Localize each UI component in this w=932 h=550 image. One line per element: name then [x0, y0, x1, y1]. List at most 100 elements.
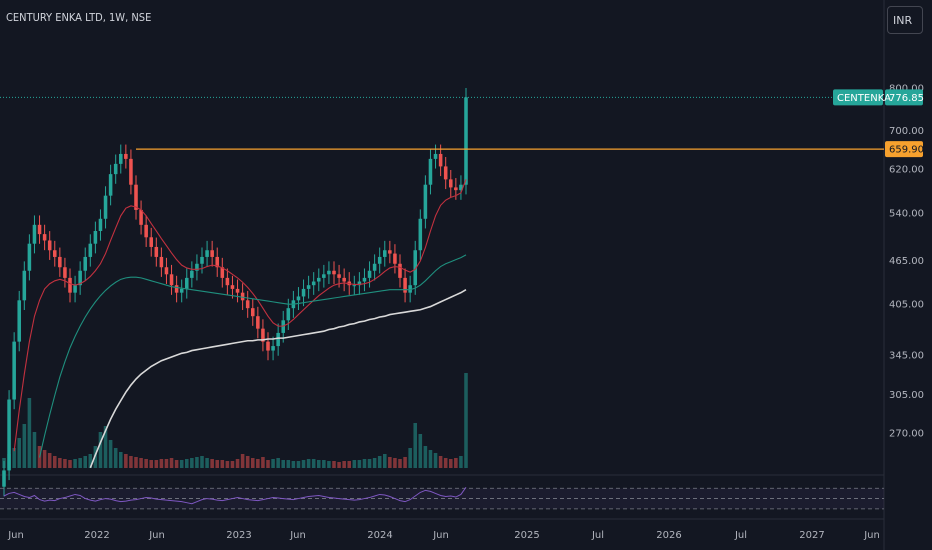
price-tick-label: 800.00: [889, 84, 924, 95]
time-tick-label: Jun: [148, 530, 165, 541]
candle-body: [418, 218, 423, 251]
volume-bar: [388, 457, 392, 468]
resistance-badge[interactable]: 659.90: [885, 141, 924, 158]
volume-bar: [357, 460, 362, 468]
candle-body: [12, 341, 16, 400]
time-axis[interactable]: Jun 2022 Jun 2023 Jun 2024 Jun 2025 Jul 2026 Jul 20…: [7, 530, 880, 541]
volume-bar: [245, 456, 250, 468]
candle-body: [454, 187, 458, 191]
candle-body: [78, 270, 82, 286]
volume-bar: [347, 461, 352, 468]
rsi-line: [3, 486, 467, 505]
candle-body: [159, 256, 164, 268]
symbol-tag-text: CENTENKA: [837, 93, 891, 104]
last-price-badge[interactable]: 776.85: [885, 89, 924, 106]
candle-body: [108, 174, 113, 196]
volume-bar: [377, 456, 382, 468]
volume-bar: [210, 459, 214, 468]
volume-bar: [291, 461, 296, 468]
candle-body: [200, 256, 204, 264]
volume-bar: [124, 454, 128, 468]
candle-body: [63, 267, 67, 278]
candle-body: [118, 153, 123, 164]
candle-body: [205, 250, 209, 257]
currency-button[interactable]: INR: [887, 6, 923, 34]
volume-bar: [190, 458, 194, 468]
volume-bar: [337, 462, 341, 468]
price-axis[interactable]: 800.00 700.00 620.00 540.00 465.00 405.00 345.…: [833, 84, 924, 440]
volume-bar: [32, 432, 37, 468]
price-tick-label: 465.00: [889, 256, 924, 267]
candle-body: [372, 263, 377, 271]
chart-title: CENTURY ENKA LTD, 1W, NSE: [6, 11, 152, 24]
candle-body: [377, 256, 382, 264]
candle-body: [47, 240, 52, 251]
volume-bar: [372, 458, 377, 468]
candle-body: [443, 166, 448, 180]
candlesticks: [2, 87, 468, 497]
volume-bar: [174, 460, 179, 468]
time-tick-label: 2022: [84, 530, 109, 541]
candle-body: [129, 158, 133, 185]
last-price-badge-text: 776.85: [889, 93, 924, 104]
price-tick-label: 700.00: [889, 126, 924, 137]
candle-body: [266, 341, 270, 351]
symbol-tag-bg: [833, 89, 883, 106]
candle-body: [220, 267, 225, 278]
volume-bar: [433, 453, 438, 468]
volume-bar: [286, 460, 291, 468]
candle-body: [210, 250, 214, 257]
volume-bar: [316, 460, 321, 468]
volume-bar: [296, 461, 301, 468]
moving-average-line: [39, 254, 467, 458]
time-tick-label: Jun: [289, 530, 306, 541]
volume-bars: [2, 373, 468, 468]
candle-body: [169, 274, 174, 286]
volume-bar: [68, 460, 72, 468]
candle-body: [367, 270, 372, 278]
volume-bar: [322, 460, 326, 468]
volume-bar: [413, 423, 418, 468]
volume-bar: [306, 459, 311, 468]
candle-body: [124, 153, 128, 159]
candle-body: [459, 184, 463, 191]
volume-bar: [195, 457, 199, 468]
time-tick-label: Jun: [432, 530, 449, 541]
price-tick-label: 540.00: [889, 208, 924, 219]
volume-bar: [184, 459, 189, 468]
symbol-tag[interactable]: CENTENKA: [833, 89, 891, 106]
volume-bar: [271, 459, 275, 468]
candle-body: [250, 308, 255, 317]
candle-body: [423, 184, 428, 219]
candle-body: [27, 243, 32, 271]
candle-body: [413, 250, 418, 286]
price-tick-label: 405.00: [889, 300, 924, 311]
volume-bar: [113, 448, 118, 468]
candle-body: [225, 277, 230, 286]
volume-bar: [230, 461, 235, 468]
time-tick-label: 2026: [656, 530, 681, 541]
candle-body: [403, 277, 407, 293]
volume-bar: [276, 458, 280, 468]
candle-body: [448, 179, 453, 188]
volume-bar: [459, 456, 463, 468]
volume-bar: [58, 458, 62, 468]
candle-body: [362, 277, 367, 282]
volume-bar: [438, 456, 443, 468]
price-tick-label: 345.00: [889, 351, 924, 362]
volume-bar: [118, 452, 123, 468]
volume-bar: [443, 458, 448, 468]
volume-bar: [225, 461, 230, 468]
volume-bar: [164, 459, 169, 468]
candle-body: [83, 256, 88, 271]
volume-bar: [134, 457, 138, 468]
volume-bar: [63, 459, 67, 468]
candle-body: [154, 246, 159, 257]
candle-body: [327, 270, 331, 275]
candle-body: [352, 285, 357, 287]
volume-bar: [220, 460, 225, 468]
price-levels: [0, 96, 884, 150]
rsi-pane: [0, 486, 884, 510]
volume-bar: [403, 457, 407, 468]
